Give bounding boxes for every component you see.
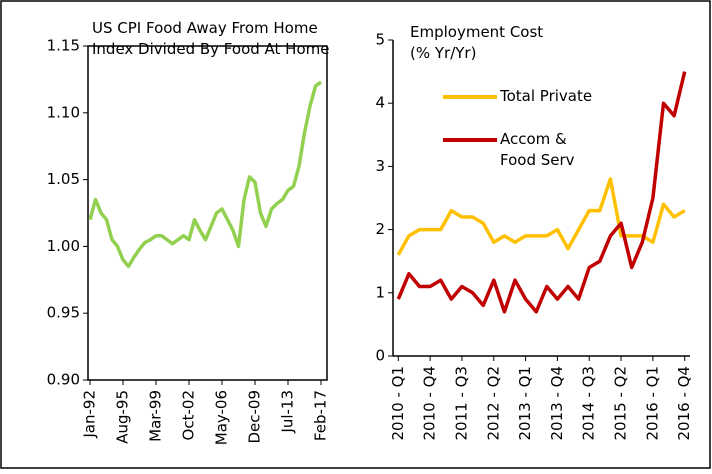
x-tick-label: Dec-09 [246, 390, 264, 444]
legend-entry-box: Total Private [500, 87, 593, 105]
x-tick-label: 2016 - Q1 [643, 366, 661, 440]
x-tick-label: 2012 - Q2 [484, 366, 502, 440]
x-tick-label: 2013 - Q1 [516, 366, 534, 440]
x-tick-label: Oct-02 [180, 390, 198, 440]
x-tick-label: 2010 - Q4 [421, 366, 439, 440]
y-tick-label: 0.90 [47, 371, 80, 389]
series-line [396, 71, 687, 314]
x-tick-label: 2014 - Q3 [580, 366, 598, 440]
y-tick-label: 1.05 [47, 170, 80, 188]
series-line [396, 177, 686, 256]
y-tick-label: 2 [375, 220, 385, 238]
chart-title: US CPI Food Away From Home Index Divided… [92, 19, 330, 58]
x-tick-label: Aug-95 [114, 390, 132, 444]
x-tick-label: 2016 - Q4 [675, 366, 693, 440]
y-tick-label: 1.10 [47, 103, 80, 121]
y-tick-label: 3 [375, 157, 385, 175]
y-tick-label: 0.95 [47, 304, 80, 322]
y-tick-label: 4 [375, 94, 385, 112]
legend-entry-box: Accom & Food Serv [500, 130, 575, 169]
y-tick-label: 1 [375, 283, 385, 301]
x-tick-label: Jan-92 [81, 390, 99, 439]
series-line [88, 80, 323, 269]
x-tick-label: May-06 [213, 390, 231, 445]
y-tick-label: 5 [375, 31, 385, 49]
y-tick-label: 1.00 [47, 237, 80, 255]
x-tick-label: Jul-13 [279, 390, 297, 434]
plot-border [87, 45, 328, 381]
x-tick-label: Feb-17 [312, 390, 330, 441]
y-tick-label: 1.15 [47, 37, 80, 55]
legend-label: Accom & Food Serv [500, 130, 575, 169]
x-tick-label: 2013 - Q4 [548, 366, 566, 440]
x-tick-label: 2015 - Q2 [612, 366, 630, 440]
title-box: US CPI Food Away From Home Index Divided… [92, 19, 330, 58]
x-tick-label: 2010 - Q1 [389, 366, 407, 440]
x-tick-label: 2011 - Q3 [452, 366, 470, 440]
legend-label: Total Private [500, 87, 593, 105]
y-tick-label: 0 [375, 347, 385, 365]
chart-title: Employment Cost (% Yr/Yr) [410, 23, 544, 62]
x-tick-label: Mar-99 [147, 390, 165, 442]
title-box: Employment Cost (% Yr/Yr) [410, 23, 544, 62]
